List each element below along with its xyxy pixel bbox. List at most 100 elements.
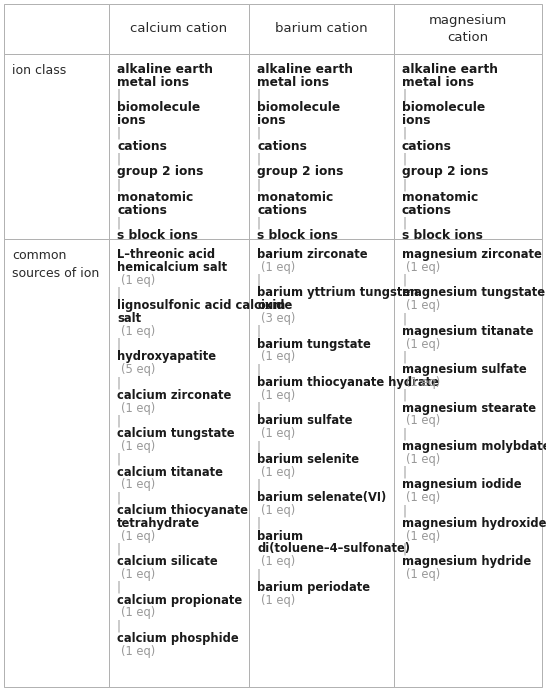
Text: |: |	[117, 89, 121, 102]
Text: (1 eq): (1 eq)	[406, 261, 440, 274]
Text: biomolecule: biomolecule	[257, 101, 340, 114]
Text: calcium propionate: calcium propionate	[117, 594, 242, 606]
Text: |: |	[257, 440, 261, 453]
Text: group 2 ions: group 2 ions	[117, 165, 203, 178]
Text: calcium titanate: calcium titanate	[117, 466, 223, 479]
Text: barium selenate(VI): barium selenate(VI)	[257, 491, 386, 504]
Text: |: |	[117, 376, 121, 389]
Text: (1 eq): (1 eq)	[406, 299, 440, 312]
Text: (1 eq): (1 eq)	[121, 606, 155, 620]
Text: monatomic: monatomic	[117, 191, 193, 204]
Text: magnesium titanate: magnesium titanate	[402, 325, 533, 338]
Text: |: |	[257, 401, 261, 415]
Text: (3 eq): (3 eq)	[261, 312, 295, 325]
Text: magnesium zirconate: magnesium zirconate	[402, 248, 542, 261]
Text: calcium tungstate: calcium tungstate	[117, 427, 234, 441]
Text: (1 eq): (1 eq)	[261, 261, 295, 274]
Text: calcium cation: calcium cation	[130, 22, 228, 36]
Text: ions: ions	[402, 114, 430, 127]
Bar	[4, 239, 109, 687]
Text: (1 eq): (1 eq)	[121, 530, 155, 542]
Text: cations: cations	[257, 140, 307, 153]
Text: (1 eq): (1 eq)	[121, 568, 155, 581]
Text: ions: ions	[117, 114, 145, 127]
Text: (1 eq): (1 eq)	[406, 453, 440, 466]
Text: |: |	[117, 153, 121, 166]
Text: (1 eq): (1 eq)	[121, 478, 155, 491]
Text: |: |	[402, 178, 406, 191]
Text: |: |	[402, 274, 406, 286]
Text: L–threonic acid: L–threonic acid	[117, 248, 215, 261]
Bar	[4, 54, 109, 239]
Text: magnesium iodide: magnesium iodide	[402, 478, 521, 491]
Text: cations: cations	[402, 204, 452, 217]
Text: |: |	[402, 504, 406, 517]
Text: |: |	[257, 153, 261, 166]
Text: calcium thiocyanate: calcium thiocyanate	[117, 504, 248, 517]
Text: (5 eq): (5 eq)	[121, 363, 156, 376]
Text: magnesium stearate: magnesium stearate	[402, 401, 536, 415]
Text: |: |	[402, 389, 406, 401]
Text: (1 eq): (1 eq)	[261, 427, 295, 441]
Text: (1 eq): (1 eq)	[261, 556, 295, 568]
Text: magnesium tungstate: magnesium tungstate	[402, 286, 545, 300]
Text: lignosulfonic acid calcium: lignosulfonic acid calcium	[117, 299, 286, 312]
Text: (1 eq): (1 eq)	[121, 274, 155, 286]
Text: (1 eq): (1 eq)	[261, 466, 295, 479]
Text: alkaline earth: alkaline earth	[117, 63, 213, 76]
Text: |: |	[117, 542, 121, 556]
Text: |: |	[402, 427, 406, 441]
Text: s block ions: s block ions	[402, 229, 483, 243]
Text: cations: cations	[117, 204, 167, 217]
Bar	[394, 239, 542, 687]
Text: |: |	[117, 286, 121, 300]
Text: |: |	[402, 466, 406, 479]
Text: (1 eq): (1 eq)	[406, 376, 440, 389]
Text: |: |	[117, 127, 121, 140]
Text: |: |	[257, 516, 261, 530]
Text: |: |	[257, 217, 261, 229]
Text: monatomic: monatomic	[402, 191, 478, 204]
Bar	[249, 239, 394, 687]
Text: ion class: ion class	[12, 64, 66, 77]
Text: |: |	[257, 178, 261, 191]
Text: barium yttrium tungsten: barium yttrium tungsten	[257, 286, 418, 300]
Text: calcium zirconate: calcium zirconate	[117, 389, 232, 401]
Text: barium thiocyanate hydrate: barium thiocyanate hydrate	[257, 376, 439, 389]
Text: oxide: oxide	[257, 299, 292, 312]
Text: magnesium molybdate: magnesium molybdate	[402, 440, 546, 453]
Text: (1 eq): (1 eq)	[406, 415, 440, 427]
Text: barium: barium	[257, 530, 303, 542]
Text: barium tungstate: barium tungstate	[257, 337, 371, 351]
Text: di(toluene–4–sulfonate): di(toluene–4–sulfonate)	[257, 542, 410, 556]
Text: magnesium sulfate: magnesium sulfate	[402, 363, 527, 376]
Text: |: |	[117, 581, 121, 594]
Text: (1 eq): (1 eq)	[261, 351, 295, 363]
Text: (1 eq): (1 eq)	[406, 491, 440, 504]
Text: |: |	[117, 337, 121, 351]
Text: |: |	[257, 478, 261, 491]
Bar	[394, 54, 542, 239]
Text: (1 eq): (1 eq)	[261, 389, 295, 401]
Text: magnesium hydroxide: magnesium hydroxide	[402, 516, 546, 530]
Text: barium periodate: barium periodate	[257, 581, 370, 594]
Text: biomolecule: biomolecule	[402, 101, 485, 114]
Text: alkaline earth: alkaline earth	[402, 63, 498, 76]
Text: hydroxyapatite: hydroxyapatite	[117, 351, 216, 363]
Text: s block ions: s block ions	[117, 229, 198, 243]
Text: metal ions: metal ions	[402, 76, 474, 89]
Bar	[249, 54, 394, 239]
Text: |: |	[402, 127, 406, 140]
Text: monatomic: monatomic	[257, 191, 333, 204]
Text: calcium phosphide: calcium phosphide	[117, 632, 239, 645]
Text: (1 eq): (1 eq)	[121, 401, 155, 415]
Text: barium sulfate: barium sulfate	[257, 415, 352, 427]
Text: barium zirconate: barium zirconate	[257, 248, 367, 261]
Text: |: |	[117, 217, 121, 229]
Text: |: |	[257, 363, 261, 376]
Text: |: |	[257, 127, 261, 140]
Text: cations: cations	[402, 140, 452, 153]
Text: (1 eq): (1 eq)	[261, 594, 295, 606]
Text: (1 eq): (1 eq)	[121, 325, 155, 338]
Bar	[4, 4, 109, 54]
